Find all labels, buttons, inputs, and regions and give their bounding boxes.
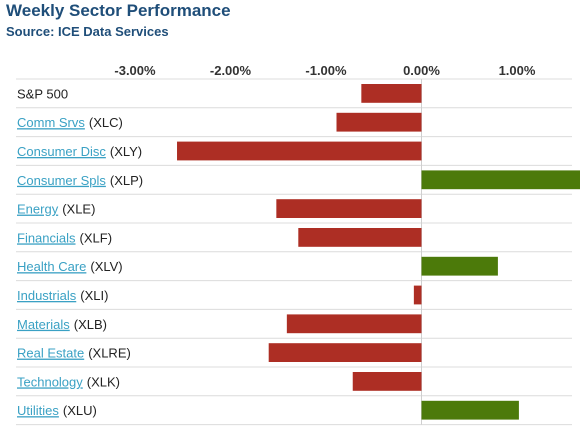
sector-link[interactable]: Consumer Spls <box>17 173 106 188</box>
bar-financials <box>298 228 422 247</box>
row-label[interactable]: Technology (XLK) <box>17 374 120 389</box>
bar-energy <box>276 199 422 218</box>
sector-ticker: (XLE) <box>62 202 95 217</box>
x-tick-label: 1.00% <box>499 63 536 78</box>
sector-link[interactable]: Comm Srvs <box>17 115 85 130</box>
sector-ticker: (XLY) <box>110 144 142 159</box>
row-label[interactable]: Consumer Disc (XLY) <box>17 144 142 159</box>
bar-industrials <box>413 285 422 305</box>
chart-title: Weekly Sector Performance <box>6 1 231 20</box>
bar-technology <box>352 372 422 391</box>
row-label[interactable]: Health Care (XLV) <box>17 259 123 274</box>
bar-real-estate <box>268 343 422 362</box>
sector-link[interactable]: Utilities <box>17 403 59 418</box>
sector-link[interactable]: Materials <box>17 317 70 332</box>
sector-ticker: (XLF) <box>80 230 113 245</box>
sector-link[interactable]: Financials <box>17 230 76 245</box>
row-label[interactable]: Utilities (XLU) <box>17 403 97 418</box>
x-tick-label: -1.00% <box>305 63 347 78</box>
sector-link[interactable]: Consumer Disc <box>17 144 106 159</box>
row-label[interactable]: Energy (XLE) <box>17 202 95 217</box>
sector-name: S&P 500 <box>17 86 68 101</box>
row-label[interactable]: Financials (XLF) <box>17 230 112 245</box>
sector-ticker: (XLK) <box>87 374 120 389</box>
bar-s-p-500 <box>361 84 422 103</box>
row-label[interactable]: Comm Srvs (XLC) <box>17 115 123 130</box>
sector-ticker: (XLU) <box>63 403 97 418</box>
sector-ticker: (XLV) <box>90 259 122 274</box>
sector-link[interactable]: Industrials <box>17 288 77 303</box>
bar-health-care <box>421 256 498 276</box>
bar-materials <box>286 314 422 334</box>
row-label[interactable]: Materials (XLB) <box>17 317 107 332</box>
bar-consumer-disc <box>177 141 422 161</box>
row-label[interactable]: Real Estate (XLRE) <box>17 346 131 361</box>
x-tick-label: -3.00% <box>114 63 156 78</box>
sector-ticker: (XLI) <box>80 288 108 303</box>
sector-link[interactable]: Technology <box>17 374 83 389</box>
bar-utilities <box>421 400 519 420</box>
sector-link[interactable]: Health Care <box>17 259 86 274</box>
x-tick-label: 0.00% <box>403 63 440 78</box>
sector-ticker: (XLRE) <box>88 346 131 361</box>
row-label: S&P 500 <box>17 86 68 101</box>
row-label[interactable]: Consumer Spls (XLP) <box>17 173 143 188</box>
sector-ticker: (XLC) <box>89 115 123 130</box>
row-label[interactable]: Industrials (XLI) <box>17 288 108 303</box>
sector-ticker: (XLP) <box>110 173 143 188</box>
sector-link[interactable]: Energy <box>17 202 59 217</box>
x-tick-label: -2.00% <box>210 63 252 78</box>
bar-consumer-spls <box>421 170 580 190</box>
bar-comm-srvs <box>336 112 422 132</box>
sector-ticker: (XLB) <box>74 317 107 332</box>
chart-source: Source: ICE Data Services <box>6 24 169 39</box>
sector-link[interactable]: Real Estate <box>17 346 84 361</box>
